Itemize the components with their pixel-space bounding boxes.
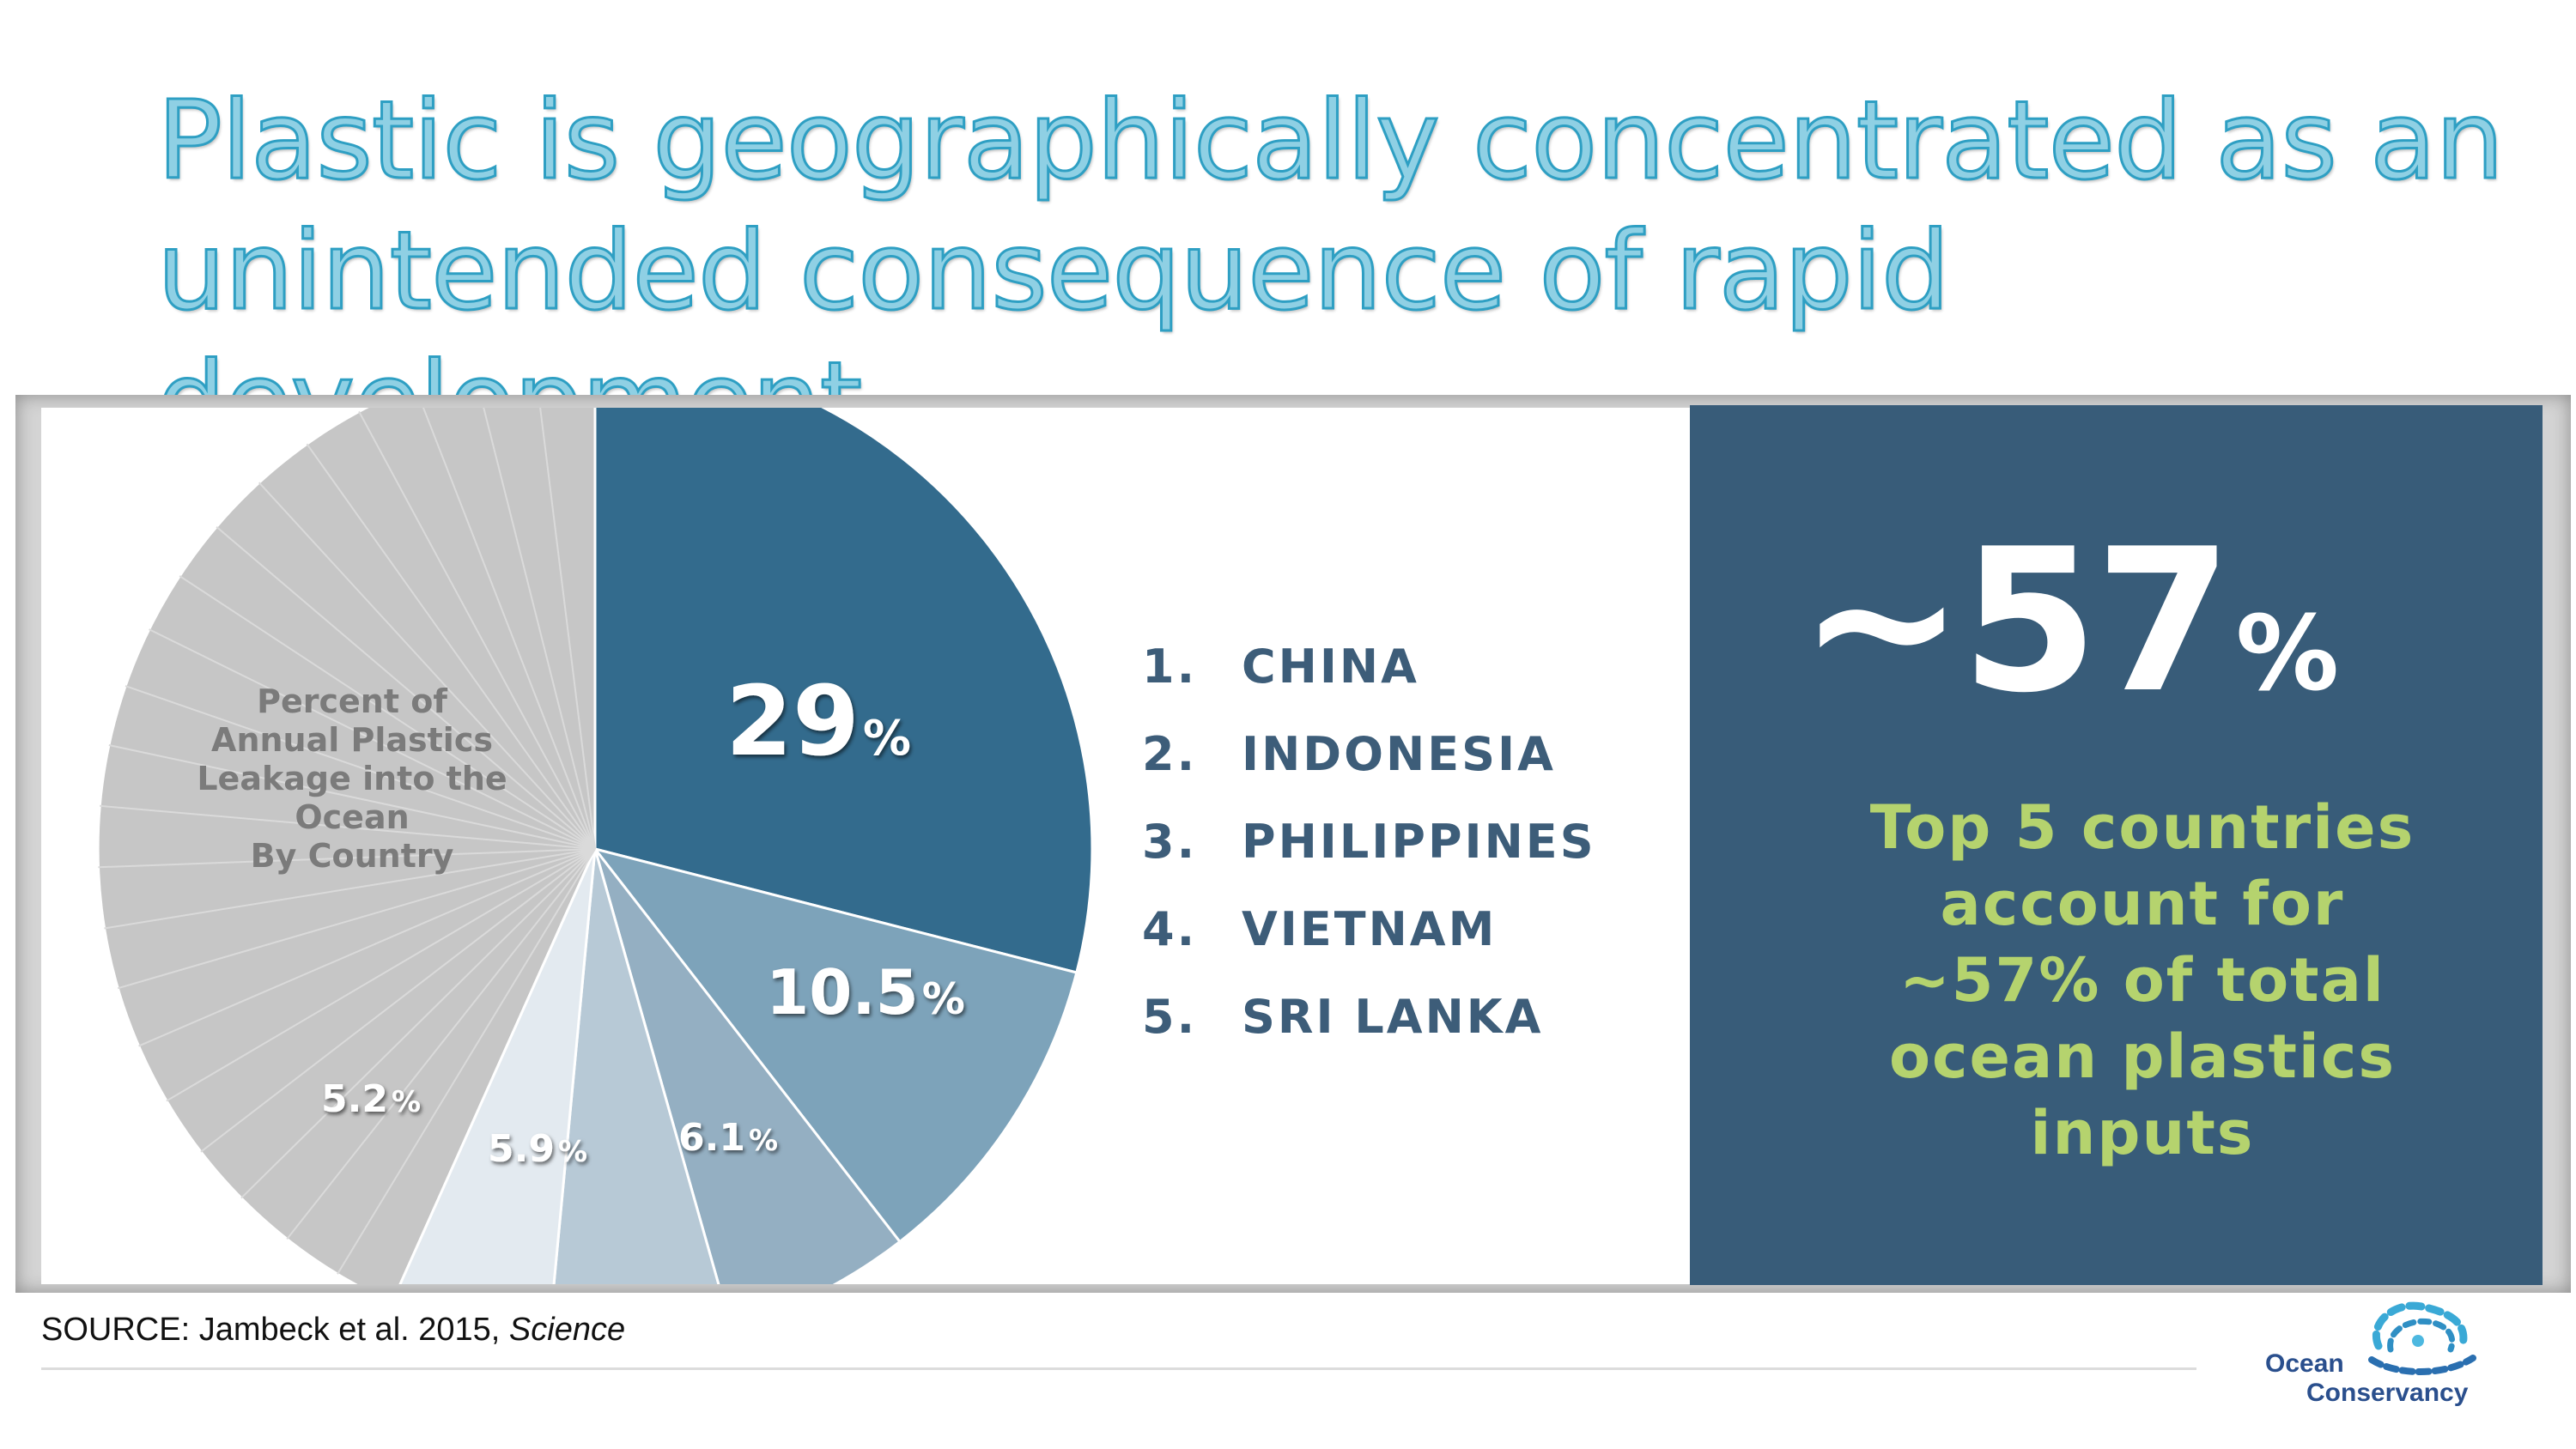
pie-slice-label: 10.5%	[766, 956, 965, 1028]
source-prefix: SOURCE: Jambeck et al. 2015,	[41, 1312, 509, 1348]
stat-description: Top 5 countries account for ~57% of tota…	[1869, 792, 2415, 1168]
pie-slice	[593, 848, 902, 1284]
pie-slice-divider	[117, 848, 596, 990]
country-name: CHINA	[1242, 640, 1419, 694]
country-item: 2. INDONESIA	[1142, 727, 1596, 815]
pie-slice-divider	[108, 744, 596, 850]
country-item: 1. CHINA	[1142, 640, 1596, 727]
pie-slice-divider	[337, 848, 596, 1275]
pie-slice	[593, 408, 1094, 974]
pie-slice-divider	[286, 848, 596, 1240]
pie-slice-divider	[166, 848, 596, 1102]
country-rank: 4.	[1142, 902, 1198, 956]
pie-slice-label: 5.2%	[321, 1077, 421, 1121]
country-item: 3. PHILIPPINES	[1142, 815, 1596, 902]
big-stat: ~57%	[1799, 524, 2339, 721]
pie-slice-divider	[539, 408, 596, 850]
pie-slice-divider	[240, 848, 596, 1199]
country-name: PHILIPPINES	[1242, 815, 1596, 869]
country-rank: 2.	[1142, 727, 1198, 781]
pie-slice-divider	[258, 482, 596, 850]
pie-slice-divider	[358, 410, 596, 850]
country-rank: 1.	[1142, 640, 1198, 694]
pie-slice-divider	[104, 848, 596, 930]
source-journal: Science	[508, 1312, 626, 1348]
pie-slice-divider	[422, 408, 596, 850]
pie-slice-divider	[483, 408, 596, 850]
pie-slice-divider	[98, 848, 596, 869]
logo-text-ocean: Ocean	[2265, 1349, 2344, 1378]
big-stat-value: ~57	[1799, 507, 2233, 737]
pie-chart-title: Percent of Annual Plastics Leakage into …	[197, 682, 507, 875]
country-rank: 5.	[1142, 990, 1198, 1044]
pie-chart: 29% 10.5% 6.1 % 5.9 % 5.2%	[96, 408, 1094, 1284]
country-item: 4. VIETNAM	[1142, 902, 1596, 990]
pie-slice-divider	[125, 685, 596, 850]
country-name: SRI LANKA	[1242, 990, 1544, 1044]
big-stat-unit: %	[2235, 595, 2340, 714]
pie-slice-label: 6.1%	[678, 1116, 778, 1160]
pie-slice	[592, 846, 1078, 1244]
pie-slice-divider	[179, 575, 596, 850]
pie-slice-divider	[100, 804, 596, 850]
pie-slice-divider	[138, 848, 596, 1047]
country-rank: 3.	[1142, 815, 1198, 869]
country-name: VIETNAM	[1242, 902, 1498, 956]
country-item: 5. SRI LANKA	[1142, 990, 1596, 1077]
pie-slice	[552, 848, 720, 1284]
pie-slice-divider	[149, 628, 596, 850]
pie-slice-divider	[200, 848, 596, 1153]
source-citation: SOURCE: Jambeck et al. 2015, Science	[41, 1312, 625, 1349]
ocean-conservancy-logo-icon	[2368, 1301, 2476, 1375]
footer-divider	[41, 1367, 2196, 1370]
logo-text-conservancy: Conservancy	[2306, 1379, 2469, 1407]
page-title: Plastic is geographically concentrated a…	[156, 76, 2506, 466]
pie-slice-divider	[216, 525, 596, 850]
pie-slice-label: 5.9%	[488, 1127, 587, 1171]
stat-panel	[1690, 405, 2543, 1285]
country-name: INDONESIA	[1242, 727, 1556, 781]
pie-slice-label: 29%	[726, 666, 911, 778]
pie-slice-divider	[306, 443, 596, 850]
top-countries-list: 1. CHINA 2. INDONESIA 3. PHILIPPINES 4. VIET…	[1142, 640, 1596, 1077]
